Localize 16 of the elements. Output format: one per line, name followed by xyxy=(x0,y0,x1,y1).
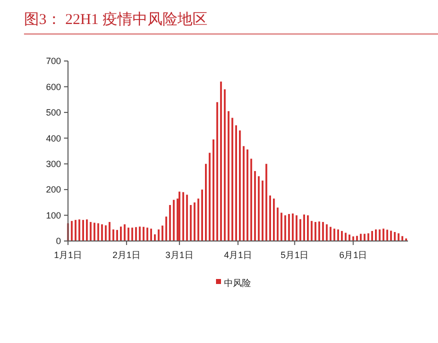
y-tick-label: 600 xyxy=(46,82,61,92)
y-tick-label: 0 xyxy=(56,236,61,246)
y-tick-label: 700 xyxy=(46,56,61,66)
y-tick-label: 200 xyxy=(46,184,61,195)
y-tick-label: 500 xyxy=(46,108,61,118)
y-tick-label: 100 xyxy=(46,210,61,220)
x-tick-label: 5月1日 xyxy=(280,250,309,260)
x-tick-label: 2月1日 xyxy=(112,250,141,260)
x-tick-label: 3月1日 xyxy=(165,250,194,260)
y-tick-label: 400 xyxy=(46,133,61,144)
x-tick-label: 1月1日 xyxy=(54,250,82,260)
x-tick-label: 6月1日 xyxy=(339,250,368,260)
x-tick-label: 4月1日 xyxy=(224,250,252,260)
chart-title: 图3： 22H1 疫情中风险地区 xyxy=(24,11,208,28)
y-tick-label: 300 xyxy=(46,159,61,170)
legend-label: 中风险 xyxy=(224,278,251,288)
